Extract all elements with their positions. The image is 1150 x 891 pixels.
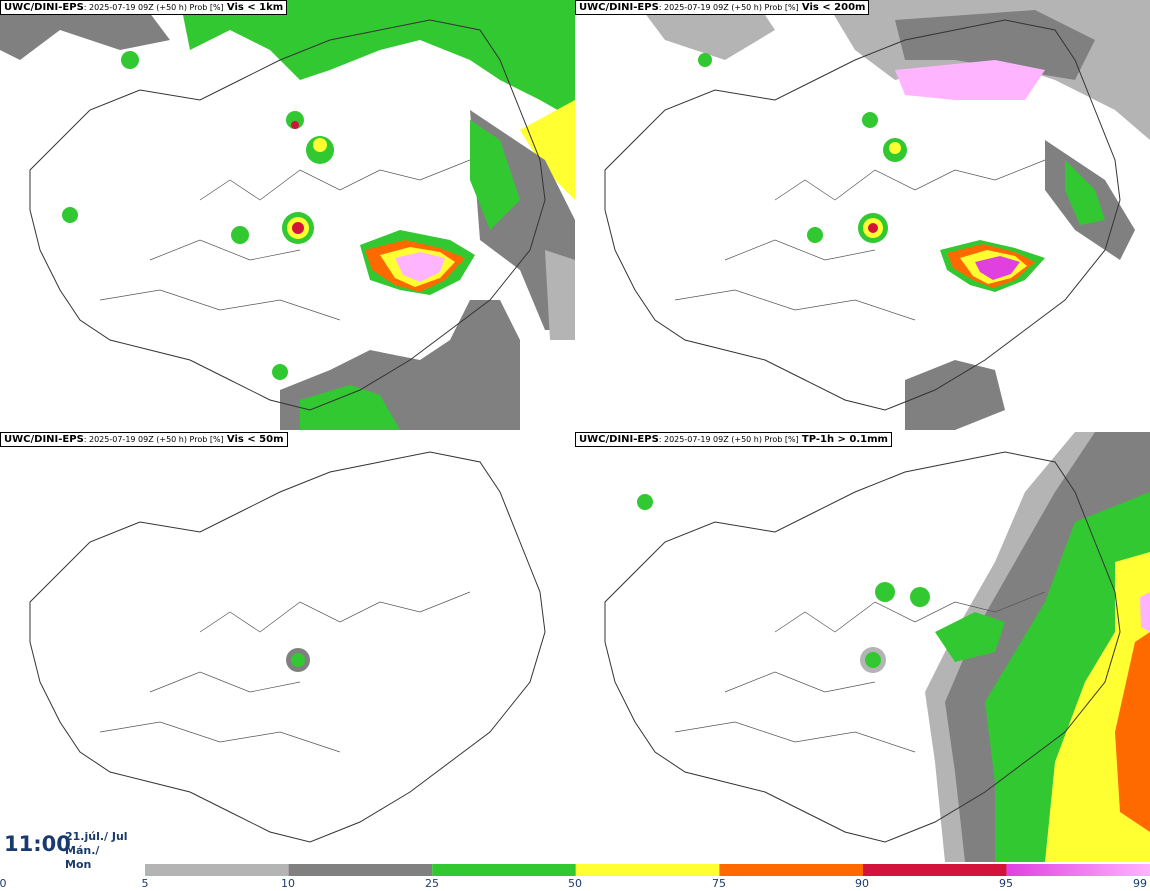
colorbar-segment-75-90 [719,864,863,876]
colorbar-segment-25-50 [432,864,576,876]
valid-date-day: 21.júl./ Jul [65,830,128,843]
colorbar-tick-5: 5 [141,877,149,890]
model-name: UWC/DINI-EPS [579,434,659,445]
colorbar-tick-95: 95 [999,877,1013,890]
colorbar-tick-10: 10 [281,877,295,890]
colorbar-tick-75: 75 [712,877,726,890]
colorbar-segment-5-10 [145,864,289,876]
colorbar-segment-90-95 [863,864,1007,876]
valid-date: 21.júl./ Jul Mán./ Mon [65,830,128,872]
map-vis-200m [604,0,1150,430]
map-tp-1h [604,432,1150,862]
colorbar-tick-90: 90 [855,877,869,890]
map-vis-1km [0,0,575,430]
panel-title: UWC/DINI-EPS: 2025-07-19 09Z (+50 h) Pro… [0,432,288,447]
run-info: : 2025-07-19 09Z (+50 h) Prob [%] [83,435,224,444]
model-name: UWC/DINI-EPS [4,434,84,445]
model-name: UWC/DINI-EPS [579,2,659,13]
valid-time-box: 11:00 21.júl./ Jul Mán./ Mon [0,826,128,871]
panel-title: UWC/DINI-EPS: 2025-07-19 09Z (+50 h) Pro… [575,432,892,447]
run-info: : 2025-07-19 09Z (+50 h) Prob [%] [658,3,799,12]
parameter-label: Vis < 200m [801,2,866,13]
map-vis-50m [29,451,546,843]
colorbar-segment-10-25 [288,864,433,876]
probability-colorbar [145,864,1150,876]
valid-weekday: Mán./ Mon [65,844,100,871]
panel-title: UWC/DINI-EPS: 2025-07-19 09Z (+50 h) Pro… [575,0,870,15]
valid-time: 11:00 [4,832,71,856]
panel-title: UWC/DINI-EPS: 2025-07-19 09Z (+50 h) Pro… [0,0,288,15]
colorbar-segment-95-99 [1006,864,1150,876]
parameter-label: TP-1h > 0.1mm [801,434,888,445]
run-info: : 2025-07-19 09Z (+50 h) Prob [%] [83,3,224,12]
parameter-label: Vis < 1km [226,2,284,13]
colorbar-tick-99: 99 [1133,877,1147,890]
run-info: : 2025-07-19 09Z (+50 h) Prob [%] [658,435,799,444]
map-panel-vis-1km: UWC/DINI-EPS: 2025-07-19 09Z (+50 h) Pro… [0,0,575,430]
map-panel-tp-1h: UWC/DINI-EPS: 2025-07-19 09Z (+50 h) Pro… [575,432,1150,862]
map-panel-vis-50m: UWC/DINI-EPS: 2025-07-19 09Z (+50 h) Pro… [0,432,575,862]
map-panel-vis-200m: UWC/DINI-EPS: 2025-07-19 09Z (+50 h) Pro… [575,0,1150,430]
colorbar-tick-0: 0 [0,877,7,890]
colorbar-tick-25: 25 [425,877,439,890]
colorbar-tick-50: 50 [568,877,582,890]
parameter-label: Vis < 50m [226,434,284,445]
colorbar-segment-50-75 [575,864,720,876]
model-name: UWC/DINI-EPS [4,2,84,13]
